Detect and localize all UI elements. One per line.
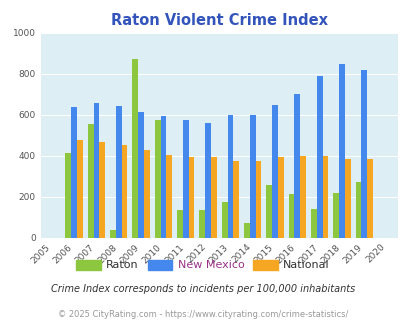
Bar	[243, 223, 249, 238]
Bar	[177, 210, 182, 238]
Bar	[93, 103, 99, 238]
Bar	[211, 157, 216, 238]
Bar	[166, 155, 172, 238]
Bar	[110, 230, 115, 238]
Bar	[300, 156, 305, 238]
Legend: Raton, New Mexico, National: Raton, New Mexico, National	[72, 256, 333, 274]
Bar	[288, 194, 294, 238]
Bar	[182, 120, 188, 238]
Bar	[249, 115, 255, 238]
Bar	[355, 182, 360, 238]
Bar	[367, 159, 372, 238]
Bar	[277, 157, 283, 238]
Bar	[266, 185, 271, 238]
Bar	[255, 161, 261, 238]
Bar	[160, 116, 166, 238]
Bar	[316, 76, 322, 238]
Bar	[360, 70, 367, 238]
Bar	[338, 64, 344, 238]
Bar	[132, 59, 138, 238]
Text: Crime Index corresponds to incidents per 100,000 inhabitants: Crime Index corresponds to incidents per…	[51, 284, 354, 294]
Bar	[99, 143, 105, 238]
Title: Raton Violent Crime Index: Raton Violent Crime Index	[111, 13, 327, 28]
Bar	[188, 157, 194, 238]
Text: © 2025 CityRating.com - https://www.cityrating.com/crime-statistics/: © 2025 CityRating.com - https://www.city…	[58, 310, 347, 319]
Bar	[322, 156, 328, 238]
Bar	[294, 94, 300, 238]
Bar	[71, 107, 77, 238]
Bar	[122, 145, 127, 238]
Bar	[205, 123, 211, 238]
Bar	[87, 124, 93, 238]
Bar	[77, 141, 83, 238]
Bar	[310, 209, 316, 238]
Bar	[227, 115, 233, 238]
Bar	[271, 105, 277, 238]
Bar	[199, 210, 205, 238]
Bar	[333, 193, 338, 238]
Bar	[233, 161, 239, 238]
Bar	[221, 202, 227, 238]
Bar	[138, 112, 144, 238]
Bar	[344, 159, 350, 238]
Bar	[115, 106, 122, 238]
Bar	[154, 120, 160, 238]
Bar	[144, 149, 149, 238]
Bar	[65, 153, 71, 238]
